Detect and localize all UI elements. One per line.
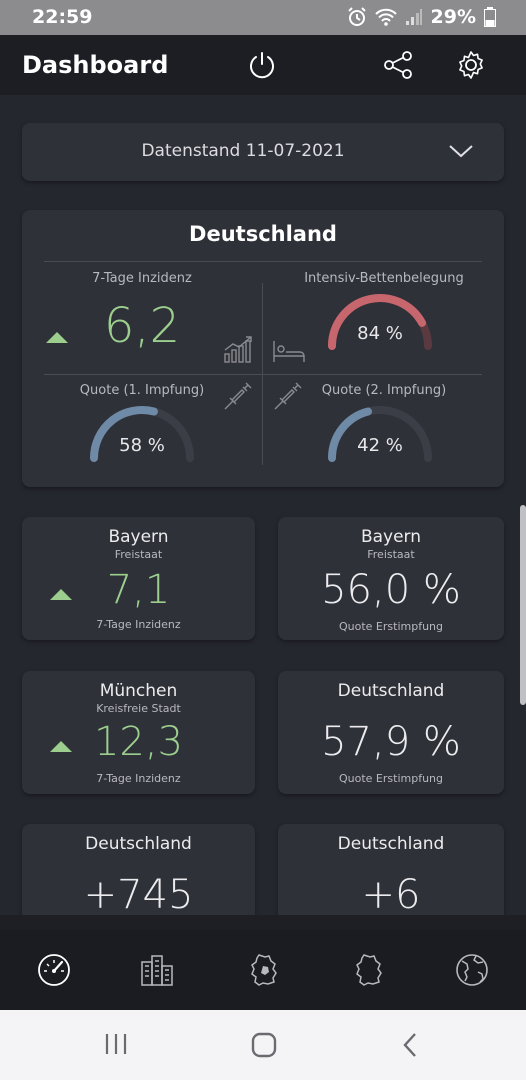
tile-value: 57,9 % <box>321 719 461 765</box>
chart-growth-icon <box>224 336 252 363</box>
status-bar: 22:59 29% <box>0 0 526 35</box>
tile-value: 12,3 <box>93 719 184 765</box>
hospital-bed-icon <box>273 341 305 362</box>
status-time: 22:59 <box>32 6 93 28</box>
tile-value: +6 <box>361 872 421 915</box>
battery-percent: 29% <box>430 6 476 28</box>
germany-map-icon[interactable] <box>350 952 386 988</box>
app-header: Dashboard <box>0 35 526 95</box>
icu-gauge <box>328 294 432 350</box>
divider <box>44 374 482 375</box>
tile-germany-deaths[interactable]: Deutschland +6 <box>278 824 504 915</box>
tile-subtitle: Freistaat <box>367 548 415 561</box>
alarm-icon <box>347 7 366 26</box>
tile-value: +745 <box>83 872 194 915</box>
speedometer-icon[interactable] <box>36 952 72 988</box>
date-dropdown[interactable]: Datenstand 11-07-2021 <box>22 123 504 181</box>
trend-up-icon <box>46 332 68 343</box>
second-vacc-value: 42 % <box>357 435 403 456</box>
wifi-icon <box>374 8 397 26</box>
trend-up-icon <box>50 589 72 600</box>
germany-overview-card[interactable]: Deutschland 7-Tage Inzidenz 6,2 Intensiv… <box>22 210 504 487</box>
share-icon[interactable] <box>382 49 414 81</box>
tile-subtitle: Kreisfreie Stadt <box>96 702 181 715</box>
tile-title: Bayern <box>360 527 422 547</box>
signal-icon <box>405 9 422 25</box>
back-icon[interactable] <box>400 1032 420 1058</box>
tile-muenchen-incidence[interactable]: München Kreisfreie Stadt 12,3 7-Tage Inz… <box>22 671 255 794</box>
divider <box>262 283 263 465</box>
scroll-handle[interactable] <box>520 505 526 705</box>
tile-bayern-incidence[interactable]: Bayern Freistaat 7,1 7-Tage Inzidenz <box>22 517 255 640</box>
tile-caption: Quote Erstimpfung <box>338 772 443 785</box>
icu-value: 84 % <box>357 323 403 344</box>
settings-icon[interactable] <box>455 49 487 81</box>
first-vacc-label: Quote (1. Impfung) <box>79 383 205 398</box>
syringe-icon <box>274 382 302 410</box>
tile-title: Deutschland <box>337 834 445 854</box>
power-icon[interactable] <box>246 49 278 81</box>
system-navigation-bar <box>0 1010 526 1080</box>
tile-value: 56,0 % <box>321 567 461 613</box>
tile-bayern-vaccination[interactable]: Bayern Freistaat 56,0 % Quote Erstimpfun… <box>278 517 504 640</box>
incidence-label: 7-Tage Inzidenz <box>92 271 192 286</box>
second-vacc-label: Quote (2. Impfung) <box>321 383 447 398</box>
tile-subtitle: Freistaat <box>114 548 163 561</box>
tile-caption: 7-Tage Inzidenz <box>96 772 181 785</box>
tile-germany-vaccination[interactable]: Deutschland 57,9 % Quote Erstimpfung <box>278 671 504 794</box>
trend-up-icon <box>50 741 72 752</box>
incidence-value: 6,2 <box>103 298 181 354</box>
battery-icon <box>484 7 496 27</box>
globe-icon[interactable] <box>454 952 490 988</box>
second-vacc-gauge <box>328 406 432 462</box>
first-vacc-gauge <box>90 406 194 462</box>
tile-caption: 7-Tage Inzidenz <box>96 618 181 631</box>
tile-title: Deutschland <box>85 834 192 854</box>
tile-title: München <box>99 681 178 701</box>
recent-apps-icon[interactable] <box>104 1033 128 1055</box>
chevron-down-icon[interactable] <box>448 141 474 161</box>
home-icon[interactable] <box>251 1032 277 1058</box>
syringe-icon <box>224 382 252 410</box>
icu-label: Intensiv-Bettenbelegung <box>304 271 464 286</box>
bottom-navigation <box>0 930 526 1010</box>
dashboard-content[interactable]: Datenstand 11-07-2021 Deutschland 7-Tage… <box>0 95 526 915</box>
germany-card-title: Deutschland <box>189 222 337 246</box>
tile-value: 7,1 <box>106 567 171 613</box>
date-label: Datenstand 11-07-2021 <box>141 141 345 161</box>
tile-caption: Quote Erstimpfung <box>338 620 443 633</box>
first-vacc-value: 58 % <box>119 435 165 456</box>
tile-title: Bayern <box>108 527 169 547</box>
tile-title: Deutschland <box>337 681 445 701</box>
tile-germany-cases[interactable]: Deutschland +745 <box>22 824 255 915</box>
status-icons: 29% <box>347 6 496 28</box>
city-icon[interactable] <box>139 952 175 988</box>
page-title: Dashboard <box>22 51 169 79</box>
divider <box>44 261 482 262</box>
state-map-icon[interactable] <box>245 952 281 988</box>
